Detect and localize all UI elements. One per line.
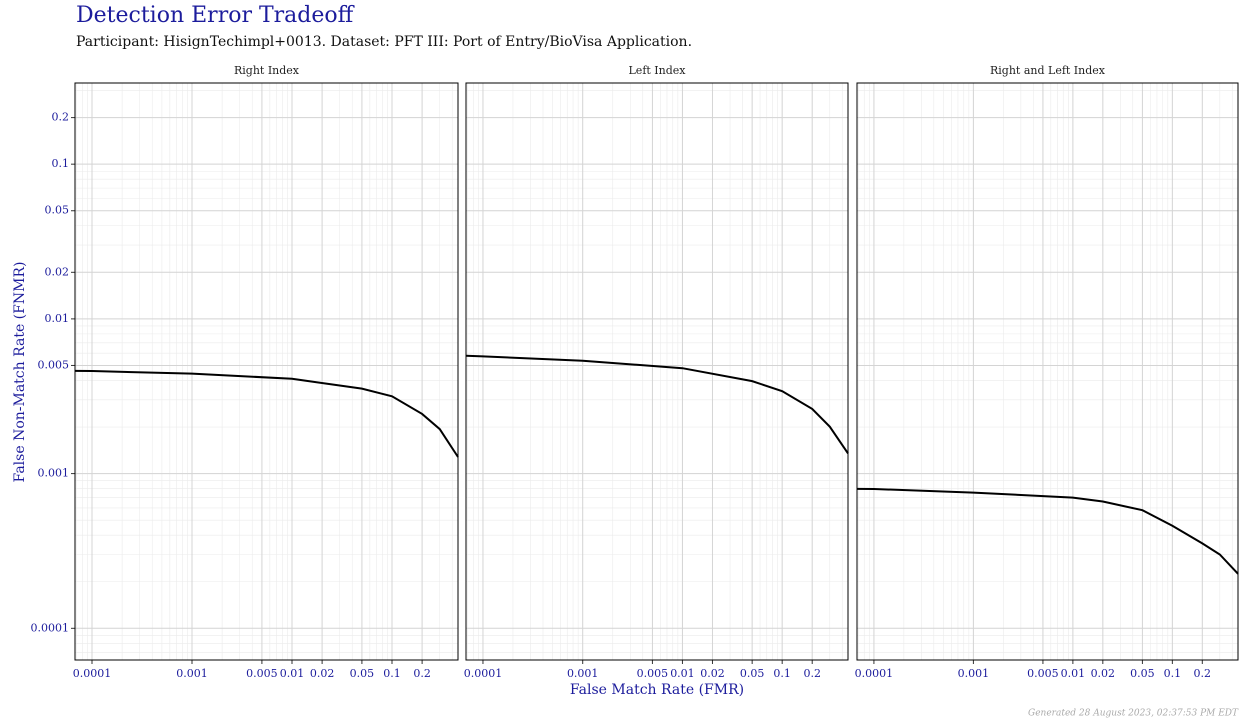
y-axis-title: False Non-Match Rate (FNMR) [12, 262, 28, 483]
y-tick-label: 0.05 [45, 204, 70, 217]
x-tick-label: 0.005 [637, 667, 669, 680]
x-tick-label: 0.2 [413, 667, 431, 680]
y-tick-label: 0.2 [52, 111, 70, 124]
x-tick-label: 0.1 [383, 667, 401, 680]
y-tick-label: 0.001 [38, 467, 70, 480]
x-tick-label: 0.02 [700, 667, 725, 680]
x-tick-label: 0.05 [740, 667, 765, 680]
chart-subtitle: Participant: HisignTechimpl+0013. Datase… [76, 34, 692, 50]
x-tick-label: 0.01 [280, 667, 305, 680]
panel-background [466, 83, 848, 660]
panel-background [857, 83, 1238, 660]
y-tick-label: 0.005 [38, 358, 70, 371]
x-tick-label: 0.05 [1130, 667, 1155, 680]
x-tick-label: 0.005 [1027, 667, 1059, 680]
panel-title: Left Index [629, 64, 687, 77]
panel-border [465, 82, 849, 661]
x-tick-label: 0.001 [567, 667, 599, 680]
y-tick-label: 0.0001 [31, 621, 70, 634]
x-tick-label: 0.05 [350, 667, 375, 680]
y-tick-label: 0.1 [52, 157, 70, 170]
y-tick-label: 0.01 [45, 312, 70, 325]
panel-border [74, 82, 459, 661]
x-tick-label: 0.0001 [855, 667, 894, 680]
x-tick-label: 0.1 [1164, 667, 1182, 680]
x-tick-label: 0.2 [1194, 667, 1212, 680]
panel-title: Right and Left Index [990, 64, 1106, 77]
x-tick-label: 0.0001 [464, 667, 503, 680]
panel-title: Right Index [234, 64, 300, 77]
x-tick-label: 0.001 [958, 667, 990, 680]
footnote: Generated 28 August 2023, 02:37:53 PM ED… [1028, 709, 1239, 719]
y-tick-label: 0.02 [45, 265, 70, 278]
x-tick-label: 0.005 [246, 667, 278, 680]
x-tick-label: 0.1 [773, 667, 791, 680]
chart-title: Detection Error Tradeoff [76, 3, 355, 28]
x-tick-label: 0.02 [1091, 667, 1116, 680]
x-tick-label: 0.001 [176, 667, 208, 680]
x-tick-label: 0.02 [310, 667, 335, 680]
det-curve [465, 354, 849, 454]
x-tick-label: 0.2 [803, 667, 821, 680]
det-curve [74, 369, 459, 458]
x-axis-title: False Match Rate (FMR) [570, 682, 744, 698]
x-tick-label: 0.01 [1061, 667, 1086, 680]
x-tick-label: 0.0001 [73, 667, 112, 680]
det-curve [856, 487, 1239, 575]
x-tick-label: 0.01 [670, 667, 695, 680]
panel-border [856, 82, 1239, 661]
